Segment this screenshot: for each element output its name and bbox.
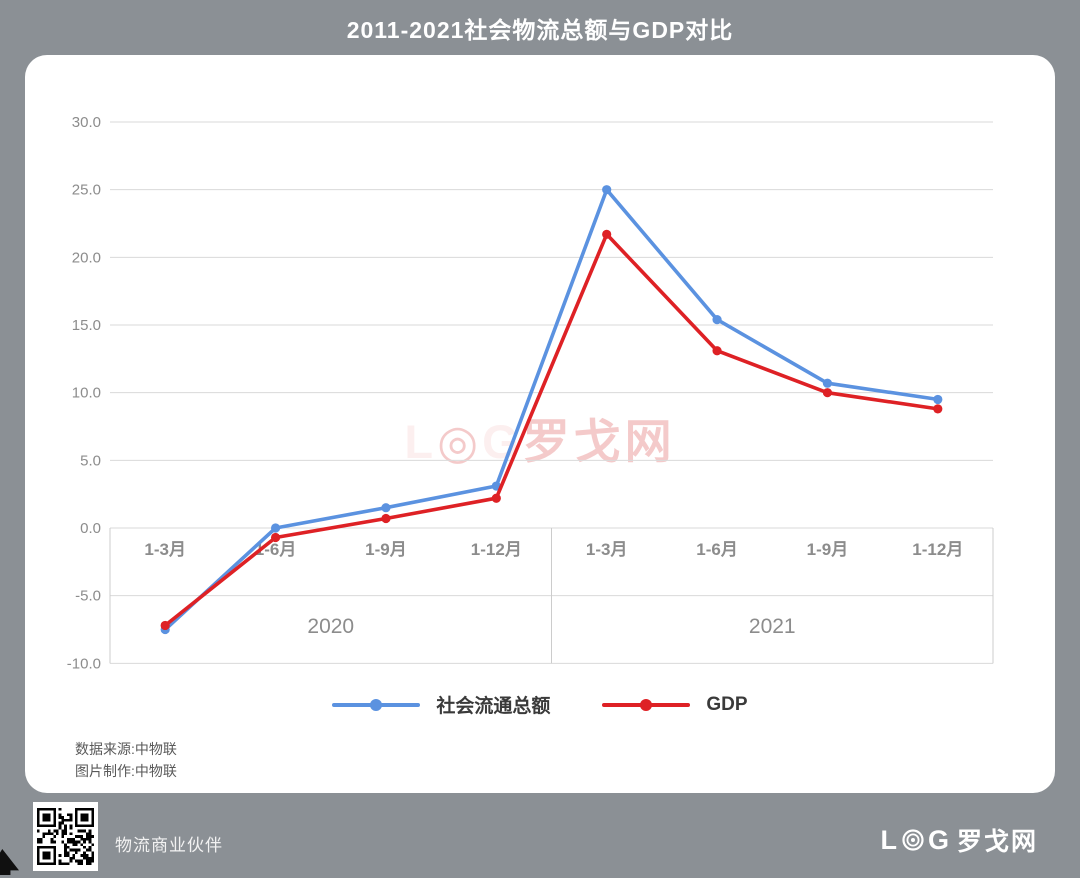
svg-text:1-3月: 1-3月 [586, 540, 628, 559]
svg-text:1-12月: 1-12月 [471, 540, 522, 559]
svg-text:2021: 2021 [749, 615, 796, 638]
svg-text:25.0: 25.0 [72, 182, 101, 199]
logo-letter-l: L [880, 824, 898, 855]
svg-text:-5.0: -5.0 [75, 588, 101, 605]
svg-text:30.0: 30.0 [72, 114, 101, 131]
svg-text:1-9月: 1-9月 [365, 540, 407, 559]
chart-card: L◎G罗戈网 30.0 25.0 20.0 15.0 10.0 5.0 0.0 -5.0 -10… [25, 55, 1055, 793]
footer-notes: 数据来源:中物联 图片制作:中物联 [75, 738, 177, 782]
svg-text:-10.0: -10.0 [67, 655, 101, 672]
logo-cn-text: 罗戈网 [956, 828, 1038, 856]
svg-text:5.0: 5.0 [80, 452, 101, 469]
svg-text:0.0: 0.0 [80, 520, 101, 537]
legend-dot-blue-icon [370, 698, 383, 711]
image-credit-note: 图片制作:中物联 [75, 763, 177, 779]
svg-text:10.0: 10.0 [72, 385, 101, 402]
qr-caption: 物流商业伙伴 [115, 836, 223, 855]
legend-label-flow-total: 社会流通总额 [436, 696, 551, 717]
legend-line-red-icon [602, 698, 691, 711]
logo-target-icon [901, 828, 925, 852]
legend-item-flow-total: 社会流通总额 [332, 691, 550, 718]
data-source-note: 数据来源:中物联 [75, 741, 177, 757]
title-bar: 2011-2021社会物流总额与GDP对比 [0, 0, 1080, 55]
qr-code-pattern [37, 808, 94, 865]
page-title: 2011-2021社会物流总额与GDP对比 [346, 16, 734, 43]
brand-logo: L G 罗戈网 [880, 822, 1038, 858]
svg-text:20.0: 20.0 [72, 249, 101, 266]
svg-text:2020: 2020 [307, 615, 354, 638]
legend-item-gdp: GDP [602, 693, 748, 716]
qr-code [33, 802, 98, 871]
legend-line-blue-icon [332, 698, 421, 711]
logo-letter-g: G [927, 824, 950, 855]
svg-text:1-9月: 1-9月 [807, 540, 849, 559]
svg-text:1-12月: 1-12月 [912, 540, 963, 559]
svg-text:1-3月: 1-3月 [144, 540, 186, 559]
line-chart: 30.0 25.0 20.0 15.0 10.0 5.0 0.0 -5.0 -10.0 1-3月 1… [67, 114, 994, 672]
legend-dot-red-icon [640, 698, 653, 711]
svg-text:15.0: 15.0 [72, 317, 101, 334]
chart-legend: 社会流通总额 GDP [25, 691, 1055, 718]
svg-text:1-6月: 1-6月 [696, 540, 738, 559]
legend-label-gdp: GDP [706, 693, 748, 715]
cursor-arrow [0, 849, 19, 875]
